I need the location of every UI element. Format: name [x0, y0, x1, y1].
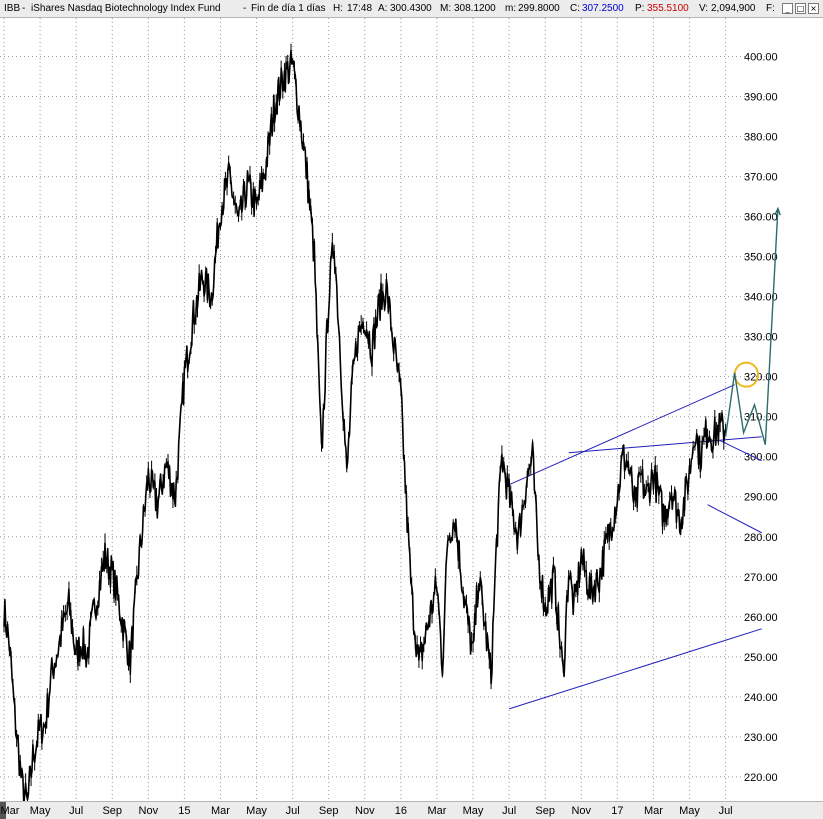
y-tick-label: 270.00 [744, 572, 778, 584]
maximize-icon[interactable]: □ [795, 3, 806, 14]
symbol: IBB [4, 3, 21, 14]
y-tick-label: 320.00 [744, 372, 778, 384]
trendline [508, 384, 735, 486]
time-value: 17:48 [347, 3, 373, 14]
arrowhead-icon [774, 206, 781, 216]
y-tick-label: 310.00 [744, 412, 778, 424]
separator: - [243, 3, 247, 14]
scroll-handle[interactable] [0, 802, 6, 819]
y-tick-label: 290.00 [744, 492, 778, 504]
x-tick-label: Mar [210, 805, 230, 817]
p-label: P: [635, 3, 645, 14]
trendline [707, 504, 762, 534]
trendline [719, 440, 762, 462]
y-tick-label: 230.00 [744, 732, 778, 744]
x-tick-label: Sep [535, 805, 555, 817]
x-tick-label: May [246, 805, 267, 817]
x-tick-label: May [462, 805, 484, 817]
x-tick-label: Jul [502, 805, 517, 817]
time-label: H: [333, 3, 343, 14]
x-tick-label: Sep [318, 805, 339, 817]
period: Fin de día 1 días [251, 3, 326, 14]
y-tick-label: 250.00 [744, 652, 778, 664]
separator: - [22, 3, 26, 14]
x-tick-label: Mar [0, 805, 20, 817]
volume-value: 2,094,900 [711, 3, 756, 14]
y-tick-label: 240.00 [744, 692, 778, 704]
close-icon[interactable]: × [808, 3, 819, 14]
y-tick-label: 350.00 [744, 252, 778, 264]
y-tick-label: 330.00 [744, 332, 778, 344]
y-tick-label: 260.00 [744, 612, 778, 624]
instrument-name: iShares Nasdaq Biotechnology Index Fund [31, 3, 221, 14]
x-tick-label: Jul [69, 805, 84, 817]
x-tick-label: Mar [427, 805, 447, 817]
x-tick-label: 17 [611, 805, 624, 817]
close-value: 307.2500 [582, 3, 624, 14]
y-tick-label: 400.00 [744, 52, 778, 64]
x-tick-label: Nov [138, 805, 159, 817]
y-tick-label: 280.00 [744, 532, 778, 544]
y-tick-label: 340.00 [744, 292, 778, 304]
y-tick-label: 300.00 [744, 452, 778, 464]
trailing-label: F: [766, 3, 775, 14]
volume-label: V: [699, 3, 709, 14]
y-tick-label: 380.00 [744, 132, 778, 144]
chart-series [3, 43, 781, 801]
x-tick-label: Mar [643, 805, 663, 817]
x-tick-label: Jul [718, 805, 733, 817]
low-value: 299.8000 [518, 3, 560, 14]
trendline [568, 436, 762, 454]
y-tick-label: 370.00 [744, 172, 778, 184]
x-tick-label: Nov [355, 805, 375, 817]
x-tick-label: Nov [571, 805, 592, 817]
y-tick-label: 220.00 [744, 772, 778, 784]
projection-line [724, 208, 779, 445]
x-tick-label: Jul [285, 805, 300, 817]
low-label: m: [505, 3, 517, 14]
y-tick-label: 390.00 [744, 92, 778, 104]
minimize-icon[interactable]: _ [782, 3, 793, 14]
open-label: A: [378, 3, 388, 14]
chart-grid [0, 18, 780, 801]
x-tick-label: 15 [178, 805, 191, 817]
close-label: C: [570, 3, 580, 14]
chart-title-bar: IBB - iShares Nasdaq Biotechnology Index… [0, 0, 823, 18]
chart-annotations [508, 361, 762, 710]
trendline [508, 628, 762, 710]
x-tick-label: May [679, 805, 700, 817]
p-value: 355.5100 [647, 3, 689, 14]
price-chart[interactable]: 210.00220.00230.00240.00250.00260.00270.… [0, 18, 823, 801]
high-value: 308.1200 [454, 3, 496, 14]
x-tick-label: Sep [102, 805, 123, 817]
y-tick-label: 360.00 [744, 212, 778, 224]
x-axis[interactable]: Mar May Jul Sep Nov 15 Mar May Jul Sep Nov 16 Mar May… [0, 801, 823, 819]
open-value: 300.4300 [390, 3, 432, 14]
high-label: M: [440, 3, 452, 14]
x-tick-label: May [29, 805, 51, 817]
x-tick-label: 16 [394, 805, 407, 817]
